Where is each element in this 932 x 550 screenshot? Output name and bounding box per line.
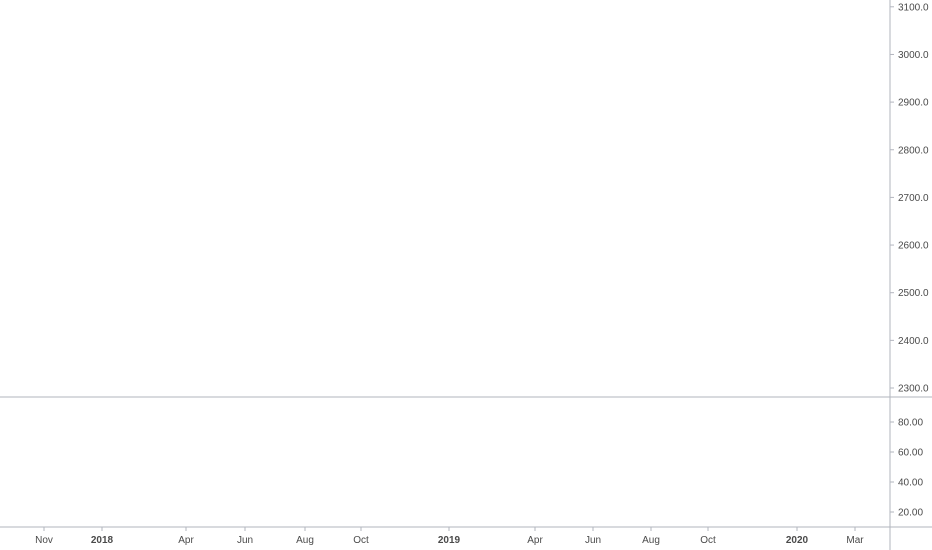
time-tick-label: 2020 <box>786 535 809 546</box>
price-tick-label: 2900.0 <box>898 98 929 109</box>
rsi-tick-label: 20.00 <box>898 508 923 519</box>
rsi-tick-label: 60.00 <box>898 448 923 459</box>
price-tick-label: 2500.0 <box>898 288 929 299</box>
price-tick-label: 2400.0 <box>898 336 929 347</box>
time-tick-label: 2019 <box>438 535 461 546</box>
time-tick-label: Jun <box>237 535 253 546</box>
rsi-tick-label: 80.00 <box>898 418 923 429</box>
time-tick-label: Mar <box>846 535 864 546</box>
time-tick-label: Apr <box>527 535 543 546</box>
price-tick-label: 2600.0 <box>898 241 929 252</box>
price-tick-label: 2800.0 <box>898 145 929 156</box>
time-tick-label: Apr <box>178 535 194 546</box>
time-tick-label: Jun <box>585 535 601 546</box>
time-tick-label: Oct <box>353 535 369 546</box>
price-tick-label: 2300.0 <box>898 384 929 395</box>
price-tick-label: 2700.0 <box>898 193 929 204</box>
price-tick-label: 3100.0 <box>898 2 929 13</box>
time-tick-label: Aug <box>296 535 314 546</box>
time-tick-label: Nov <box>35 535 53 546</box>
time-tick-label: Oct <box>700 535 716 546</box>
rsi-tick-label: 40.00 <box>898 478 923 489</box>
price-tick-label: 3000.0 <box>898 50 929 61</box>
time-tick-label: 2018 <box>91 535 114 546</box>
time-tick-label: Aug <box>642 535 660 546</box>
